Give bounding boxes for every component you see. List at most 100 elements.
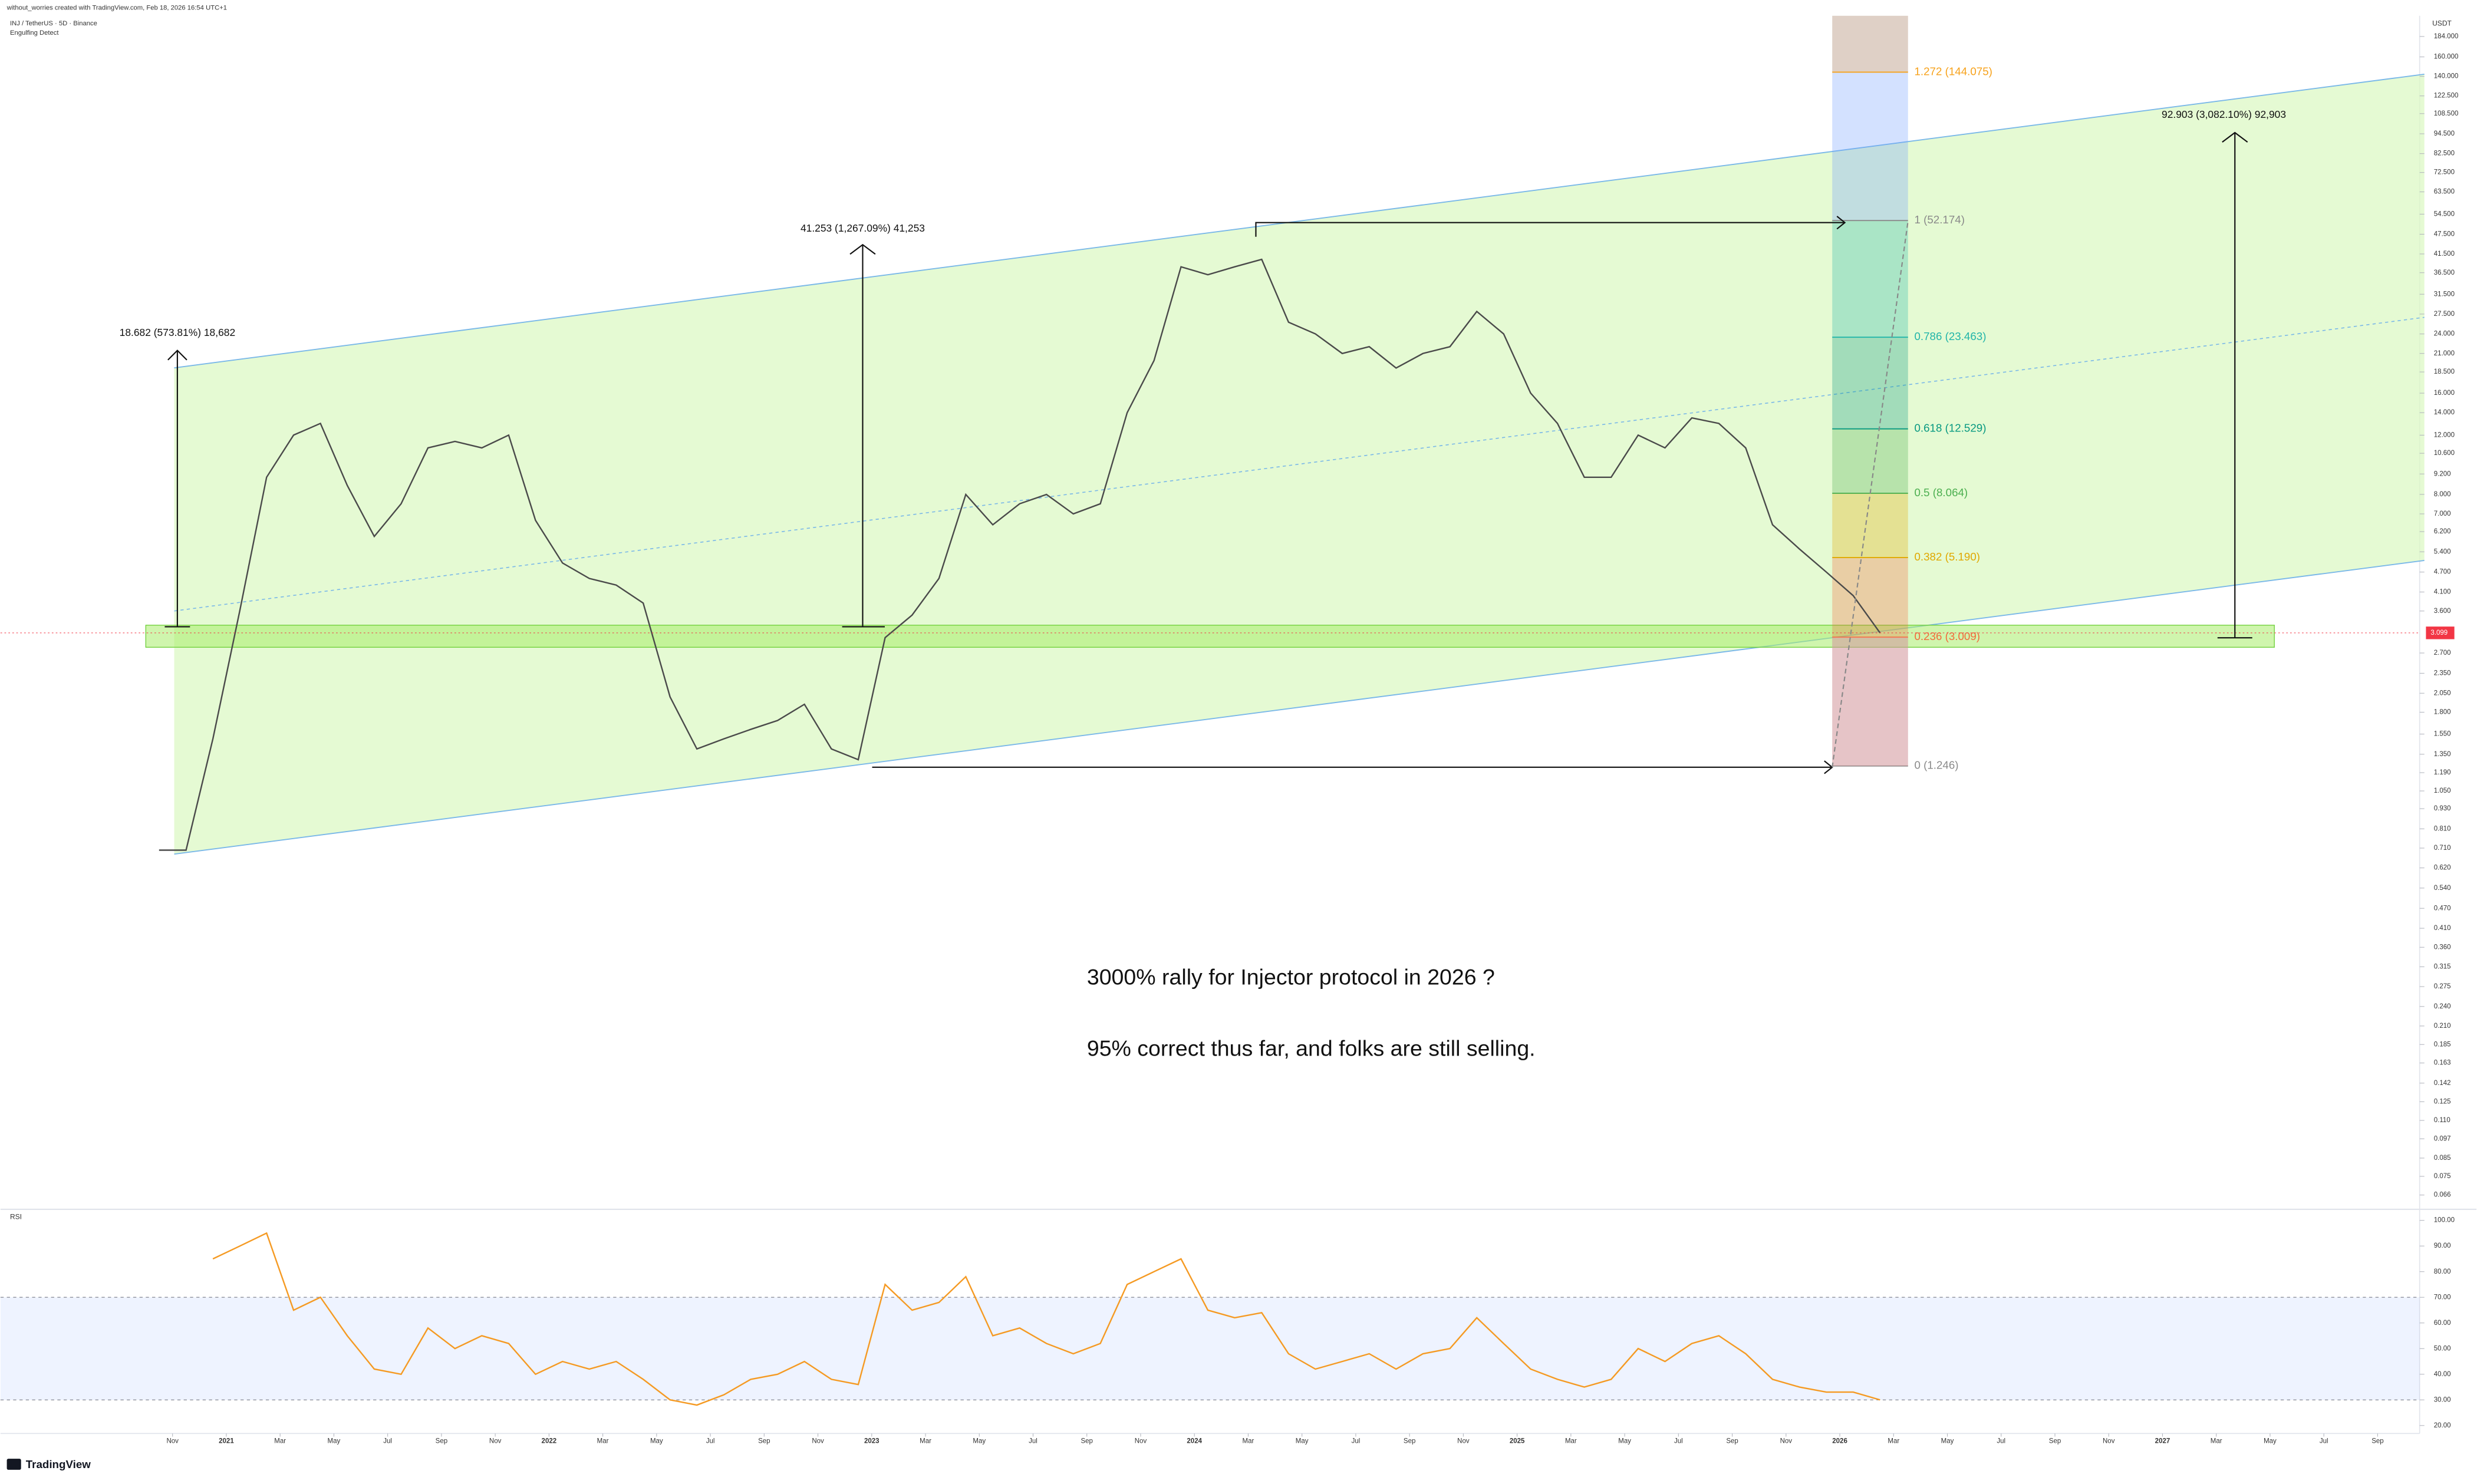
x-tick-label: May: [1296, 1438, 1309, 1445]
fib-band: [1832, 428, 1908, 493]
y-tick-label: 80.00: [2434, 1268, 2451, 1275]
y-tick-label: 0.810: [2434, 825, 2451, 832]
channel-upper: [174, 73, 2425, 369]
y-tick-label: 1.050: [2434, 787, 2451, 794]
y-tick-label: 2.700: [2434, 649, 2451, 657]
logo-icon: [6, 1459, 21, 1470]
y-tick-label: 54.500: [2434, 210, 2455, 217]
x-tick-label: May: [2264, 1438, 2277, 1445]
x-tick-label: Mar: [1243, 1438, 1254, 1445]
y-tick-label: 60.00: [2434, 1320, 2451, 1327]
y-tick-label: 0.240: [2434, 1003, 2451, 1010]
rsi-line: [212, 1232, 1880, 1406]
y-tick-label: 7.000: [2434, 510, 2451, 517]
x-tick-label: May: [328, 1438, 341, 1445]
y-tick-label: 47.500: [2434, 231, 2455, 238]
x-tick-label: May: [1618, 1438, 1631, 1445]
arrow-head: [2222, 131, 2248, 143]
axis-unit: USDT: [2432, 19, 2452, 27]
x-tick-label: Jul: [1997, 1438, 2005, 1445]
y-tick-label: 9.200: [2434, 470, 2451, 477]
y-tick-label: 16.000: [2434, 390, 2455, 397]
y-tick-label: 36.500: [2434, 269, 2455, 276]
y-tick-label: 140.000: [2434, 73, 2459, 80]
channel: [174, 74, 2425, 855]
y-tick-label: 10.600: [2434, 450, 2455, 457]
y-tick-label: 27.500: [2434, 311, 2455, 318]
y-tick-label: 0.185: [2434, 1041, 2451, 1048]
y-tick-label: 72.500: [2434, 169, 2455, 176]
x-tick-label: Sep: [2049, 1438, 2061, 1445]
fib-label: 0 (1.246): [1914, 759, 1958, 771]
x-tick-label: 2027: [2155, 1438, 2170, 1445]
y-tick-label: 0.315: [2434, 963, 2451, 970]
x-tick-label: 2023: [864, 1438, 880, 1445]
y-tick-label: 1.190: [2434, 769, 2451, 776]
y-tick-label: 160.000: [2434, 54, 2459, 61]
y-tick-label: 5.400: [2434, 548, 2451, 555]
y-tick-label: 2.050: [2434, 690, 2451, 697]
y-tick-label: 0.620: [2434, 865, 2451, 872]
measure-label: 41.253 (1,267.09%) 41,253: [801, 222, 925, 234]
y-tick-label: 31.500: [2434, 291, 2455, 298]
channel-lower: [174, 560, 2425, 855]
x-tick-label: Mar: [920, 1438, 931, 1445]
x-tick-label: Sep: [1081, 1438, 1093, 1445]
y-tick-label: 24.000: [2434, 331, 2455, 338]
y-tick-label: 6.200: [2434, 528, 2451, 535]
y-tick-label: 122.500: [2434, 93, 2459, 100]
x-tick-label: Sep: [1726, 1438, 1738, 1445]
fib-label: 1 (52.174): [1914, 213, 1964, 226]
fib-band: [1832, 637, 1908, 766]
x-tick-label: 2025: [1510, 1438, 1525, 1445]
y-tick-label: 0.710: [2434, 845, 2451, 852]
x-tick-label: Jul: [706, 1438, 715, 1445]
price-line: [159, 258, 1881, 851]
y-tick-label: 8.000: [2434, 491, 2451, 498]
y-tick-label: 0.125: [2434, 1098, 2451, 1105]
x-tick-label: Sep: [758, 1438, 770, 1445]
x-tick-label: 2021: [219, 1438, 234, 1445]
current-price-badge: [2426, 626, 2455, 639]
y-tick-label: 1.800: [2434, 709, 2451, 716]
y-tick-label: 1.350: [2434, 751, 2451, 758]
y-tick-label: 0.075: [2434, 1173, 2451, 1180]
y-tick-label: 0.540: [2434, 885, 2451, 892]
fib-band: [1832, 72, 1908, 221]
symbol: INJ / TetherUS · 5D · Binance: [10, 20, 97, 27]
x-tick-label: Jul: [2320, 1438, 2328, 1445]
x-tick-label: Mar: [1565, 1438, 1577, 1445]
y-tick-label: 63.500: [2434, 189, 2455, 196]
x-tick-label: Nov: [1135, 1438, 1147, 1445]
y-tick-label: 12.000: [2434, 431, 2455, 438]
annotation: 3000% rally for Injector protocol in 202…: [1087, 965, 1495, 990]
fib-label: 1.272 (144.075): [1914, 65, 1992, 77]
fib-label: 0.786 (23.463): [1914, 330, 1986, 342]
x-tick-label: May: [650, 1438, 663, 1445]
channel-mid: [174, 316, 2425, 612]
fib-label: 0.236 (3.009): [1914, 630, 1980, 642]
y-tick-label: 0.210: [2434, 1023, 2451, 1030]
fib-group: 1.272 (144.075) 1 (52.174) 0.786 (23.463) 0…: [1832, 15, 1992, 771]
x-tick-label: 2022: [542, 1438, 557, 1445]
x-tick-label: May: [1941, 1438, 1954, 1445]
y-tick-label: 20.00: [2434, 1422, 2451, 1429]
price-group: 3.099: [0, 258, 2455, 851]
y-tick-label: 0.097: [2434, 1135, 2451, 1142]
y-tick-label: 18.500: [2434, 368, 2455, 375]
y-tick-label: 3.600: [2434, 608, 2451, 615]
fib-band: [1832, 637, 1908, 766]
rsi-band: [0, 1297, 2420, 1400]
drawings: [164, 131, 2252, 774]
y-tick-label: 14.000: [2434, 409, 2455, 416]
arrow-line: [1255, 222, 1845, 237]
x-tick-label: Mar: [2211, 1438, 2222, 1445]
x-tick-label: Nov: [2103, 1438, 2115, 1445]
x-tick-label: 2026: [1832, 1438, 1847, 1445]
measure-label: 18.682 (573.81%) 18,682: [120, 327, 235, 338]
x-tick-label: Nov: [489, 1438, 502, 1445]
arrow-head: [1836, 216, 1846, 230]
y-tick-label: 184.000: [2434, 33, 2459, 40]
y-tick-label: 2.350: [2434, 670, 2451, 677]
